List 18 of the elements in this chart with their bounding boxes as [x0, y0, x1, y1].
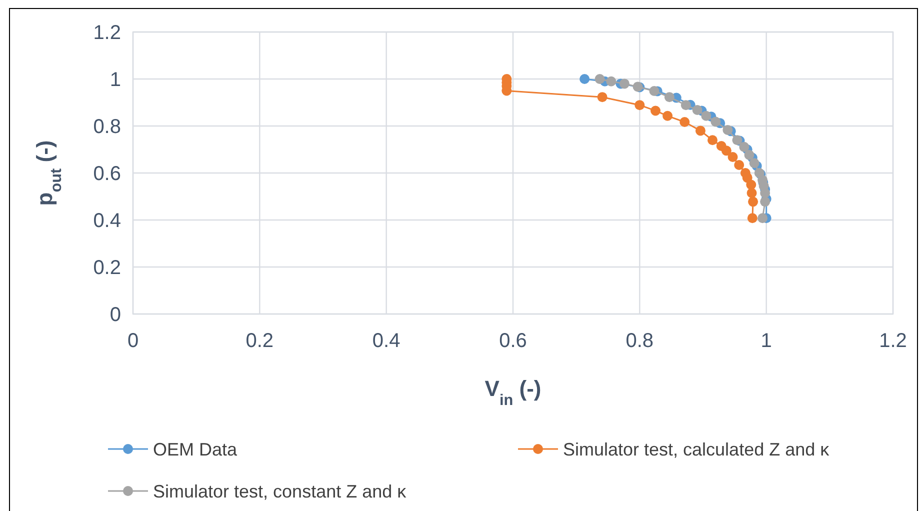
y-tick-label: 0: [110, 304, 121, 326]
x-axis-title: V$_{in}$ (-): [484, 376, 542, 408]
y-tick-label: 1.2: [93, 22, 121, 44]
legend-label: OEM Data: [153, 439, 238, 460]
legend-label: Simulator test, calculated Z and κ: [563, 439, 830, 460]
x-tick-label: 0.4: [372, 330, 400, 352]
x-tick-label: 0.8: [626, 330, 654, 352]
x-tick-label: 0: [127, 330, 139, 352]
y-tick-label: 0.4: [93, 210, 121, 232]
y-tick-label: 0.2: [93, 257, 121, 279]
x-tick-label: 0.6: [499, 330, 527, 352]
x-tick-label: 1.2: [879, 330, 907, 352]
y-tick-label: 1: [110, 69, 121, 91]
legend-label: Simulator test, constant Z and κ: [153, 481, 408, 502]
x-tick-label: 0.2: [246, 330, 274, 352]
x-tick-label: 1: [760, 330, 772, 352]
y-tick-label: 0.8: [93, 116, 121, 138]
y-tick-label: 0.6: [93, 163, 121, 185]
